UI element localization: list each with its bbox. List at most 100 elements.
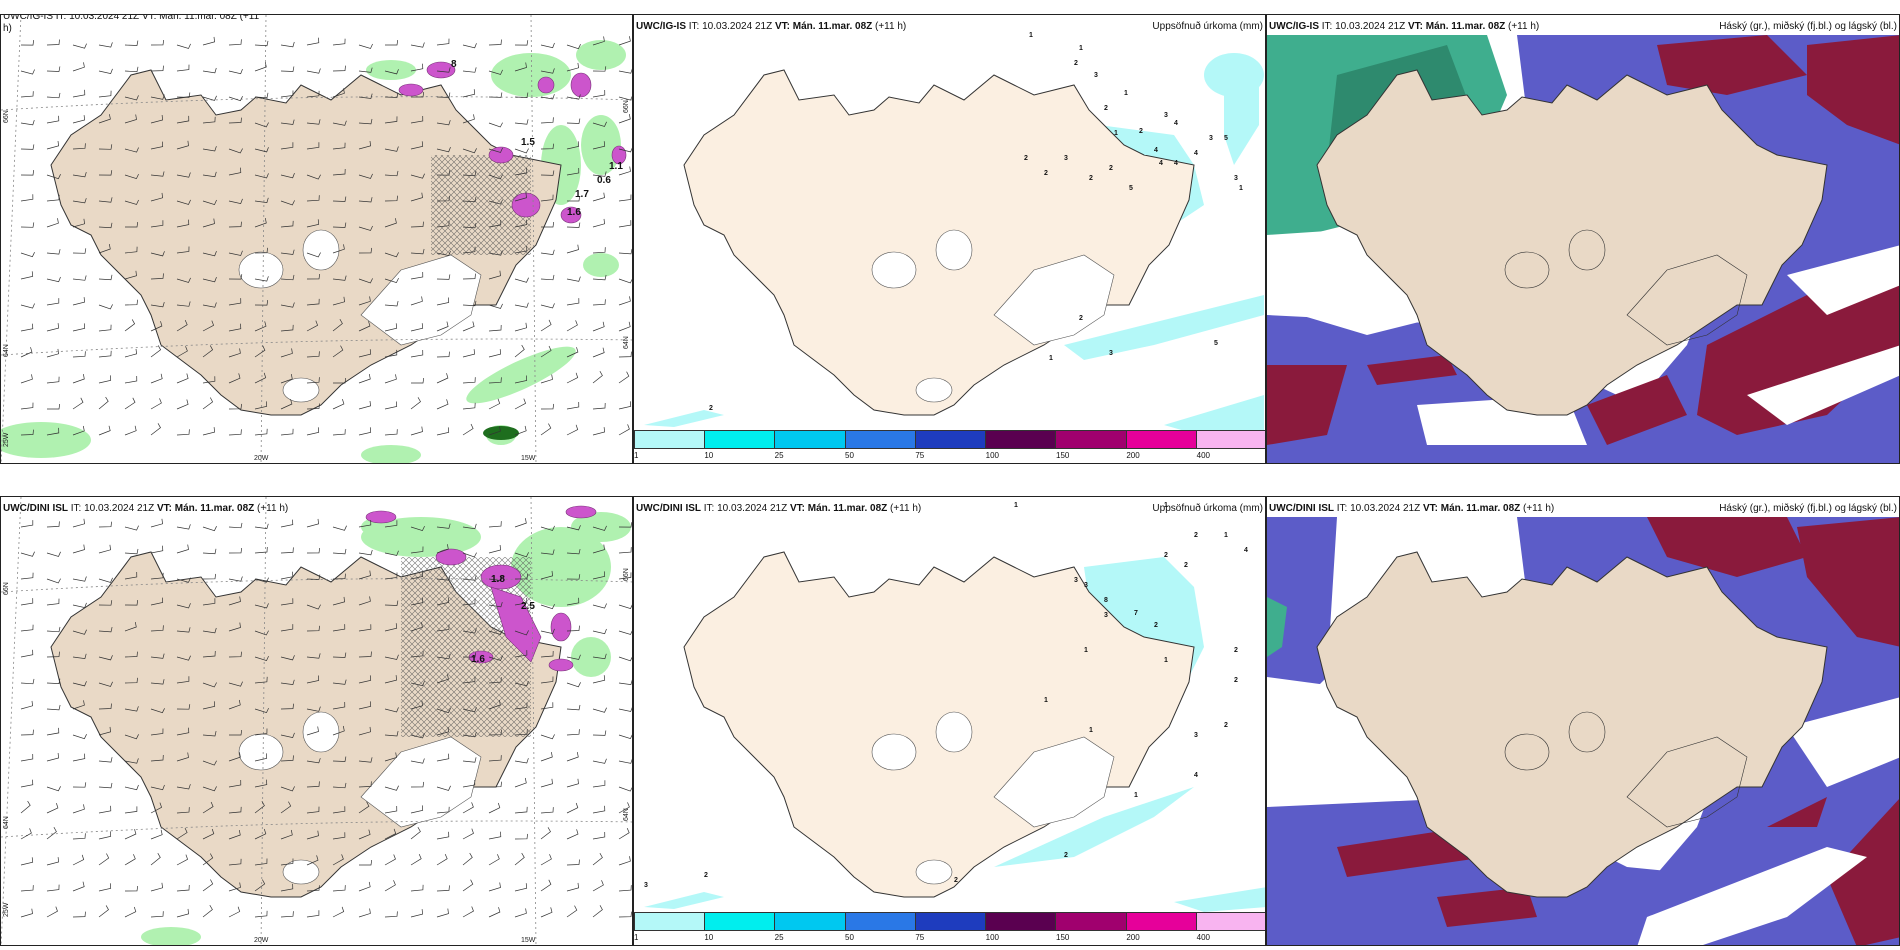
wind-barb (98, 726, 111, 736)
wind-barb (592, 427, 605, 436)
wind-barb (462, 222, 477, 229)
wind-barb (592, 805, 606, 814)
wind-barb (436, 544, 449, 554)
precip-value: 1 (1049, 355, 1053, 362)
wind-barb (566, 320, 578, 332)
wind-barb (306, 427, 320, 436)
wind-barb (72, 62, 85, 72)
wind-barb (566, 94, 581, 100)
wind-barb (410, 221, 424, 228)
wind-barb (306, 885, 320, 892)
wind-barb (72, 782, 87, 788)
wind-barb (540, 319, 552, 332)
wind-barb (566, 574, 581, 580)
wind-barb (592, 89, 606, 98)
wind-barb (46, 752, 59, 762)
wind-barb (280, 249, 295, 255)
wind-barb (124, 397, 136, 410)
wind-barb (566, 118, 581, 124)
wind-barb (176, 524, 191, 530)
wind-barb (436, 726, 449, 736)
wind-barb (514, 277, 529, 283)
wind-barb (566, 372, 579, 384)
wind-barb (20, 598, 34, 606)
lat-label: 66N (623, 568, 630, 581)
wind-barb (254, 40, 269, 47)
precip-value: 2 (1089, 175, 1093, 182)
wind-barb (566, 905, 578, 918)
wind-barb (280, 66, 295, 72)
wind-barb (254, 523, 269, 529)
wind-barb (618, 220, 632, 228)
wind-label: 1.8 (491, 574, 505, 585)
wind-barb (358, 881, 371, 892)
wind-barb (254, 630, 269, 636)
wind-barb (462, 676, 476, 684)
wind-barb (410, 192, 423, 202)
wind-barb (566, 549, 581, 555)
wind-barb (306, 806, 320, 814)
wind-barb (254, 828, 267, 840)
wind-barb (488, 629, 503, 635)
wind-barb (228, 39, 242, 46)
wind-barb (72, 602, 87, 609)
wind-barb (540, 194, 554, 202)
wind-barb (306, 403, 320, 410)
wind-barb (540, 117, 554, 124)
wind-barb (332, 345, 344, 358)
wind-barb (436, 785, 451, 791)
wind-barb (98, 805, 112, 814)
colorbar-swatch (775, 431, 846, 448)
wind-barb (592, 347, 605, 358)
wind-barb (462, 423, 474, 436)
wind-barb (514, 344, 525, 358)
wind-barb (332, 429, 346, 436)
wind-barb (592, 653, 607, 660)
wind-barb (462, 575, 477, 581)
wind-barb (514, 375, 528, 384)
wind-barb (150, 65, 164, 72)
wind-barb (280, 142, 294, 150)
wind-barb (46, 140, 59, 150)
wind-barb (98, 396, 109, 410)
wind-barb (488, 398, 501, 410)
wind-barb (228, 373, 241, 384)
wind-barb (176, 908, 189, 918)
precip-value: 5 (1214, 340, 1218, 347)
wind-barb (462, 89, 476, 98)
wind-barb (125, 222, 139, 228)
wind-barb (150, 653, 165, 659)
wind-barb (488, 781, 502, 788)
wind-barb (384, 785, 399, 791)
precip-value: 2 (1164, 552, 1168, 559)
wind-barb (410, 827, 421, 840)
wind-barb (332, 275, 347, 281)
wind-barb (384, 623, 398, 632)
wind-barb (98, 350, 112, 358)
colorbar-tick: 1 (634, 933, 639, 942)
wind-barb (98, 681, 113, 687)
wind-barb (358, 349, 372, 358)
wind-barb (150, 373, 163, 384)
wind-barb (332, 756, 347, 762)
wind-barb (540, 68, 555, 74)
panel-title-right: Uppsöfnuð úrkoma (mm) (1152, 503, 1263, 514)
wind-barb (202, 879, 214, 892)
wind-barb (436, 170, 451, 176)
wind-barb (384, 277, 399, 284)
wind-barb (436, 427, 450, 436)
wind-barb (280, 679, 295, 685)
wind-barb (280, 547, 294, 554)
colorbar-swatch (1126, 431, 1197, 448)
colorbar-swatch (635, 431, 706, 448)
wind-barb (228, 117, 242, 124)
wind-barb (566, 424, 579, 436)
wind-barb (488, 802, 501, 814)
precip-value: 3 (1209, 135, 1213, 142)
wind-barb (228, 298, 242, 306)
wind-barb (98, 627, 113, 633)
wind-barb (592, 247, 606, 254)
precip-map-panel-top: UWC/IG-IS IT: 10.03.2024 21Z VT: Mán. 11… (633, 14, 1266, 464)
wind-barb (384, 600, 399, 606)
wind-barb (514, 92, 529, 98)
